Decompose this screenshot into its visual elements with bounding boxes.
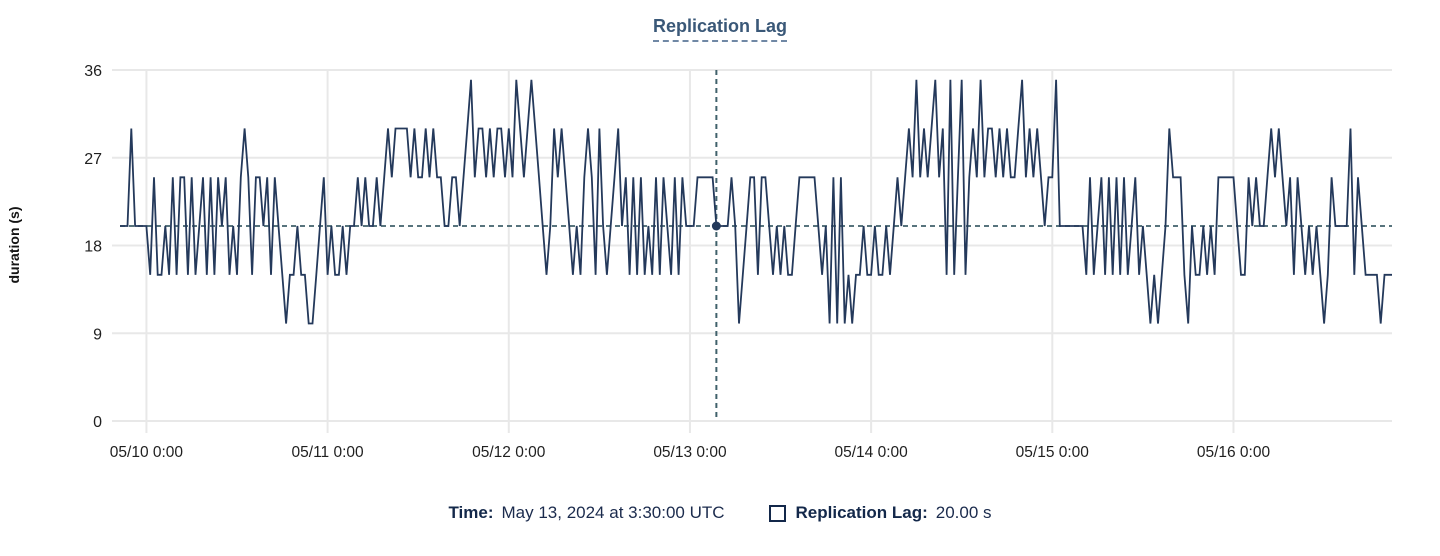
- x-tick-label: 05/10 0:00: [110, 444, 184, 461]
- x-tick-label: 05/15 0:00: [1016, 444, 1090, 461]
- crosshair-point: [711, 221, 721, 231]
- x-tick-label: 05/14 0:00: [834, 444, 908, 461]
- line-chart-plot-area[interactable]: 0 9 18 27 36 05/10 0:00 05/11 0:00 05/12 0:00 05…: [0, 0, 1440, 478]
- chart-title-legend-toggle[interactable]: Replication Lag: [652, 16, 787, 42]
- y-tick-label: 36: [84, 63, 102, 80]
- tooltip-time-value: May 13, 2024 at 3:30:00 UTC: [501, 503, 725, 522]
- x-tick-label: 05/11 0:00: [292, 444, 364, 461]
- y-tick-label: 9: [93, 326, 102, 343]
- replication-lag-series-line: [120, 79, 1392, 325]
- tooltip-series-value: 20.00 s: [935, 503, 992, 522]
- chart-title-row: Replication Lag: [0, 16, 1440, 42]
- y-tick-label: 18: [84, 239, 102, 256]
- tooltip-series-group: Replication Lag: 20.00 s: [768, 503, 992, 523]
- x-tick-label: 05/13 0:00: [653, 444, 727, 461]
- x-tick-label: 05/12 0:00: [472, 444, 546, 461]
- y-tick-label: 0: [93, 414, 102, 431]
- series-swatch-icon: [768, 504, 786, 522]
- tooltip-time-label: Time:: [448, 503, 494, 522]
- y-tick-label: 27: [84, 151, 102, 168]
- tooltip-time-group: Time: May 13, 2024 at 3:30:00 UTC: [448, 503, 724, 523]
- hover-tooltip-readout: Time: May 13, 2024 at 3:30:00 UTC Replic…: [0, 503, 1440, 523]
- tooltip-series-label: Replication Lag:: [795, 503, 928, 522]
- x-tick-label: 05/16 0:00: [1197, 444, 1271, 461]
